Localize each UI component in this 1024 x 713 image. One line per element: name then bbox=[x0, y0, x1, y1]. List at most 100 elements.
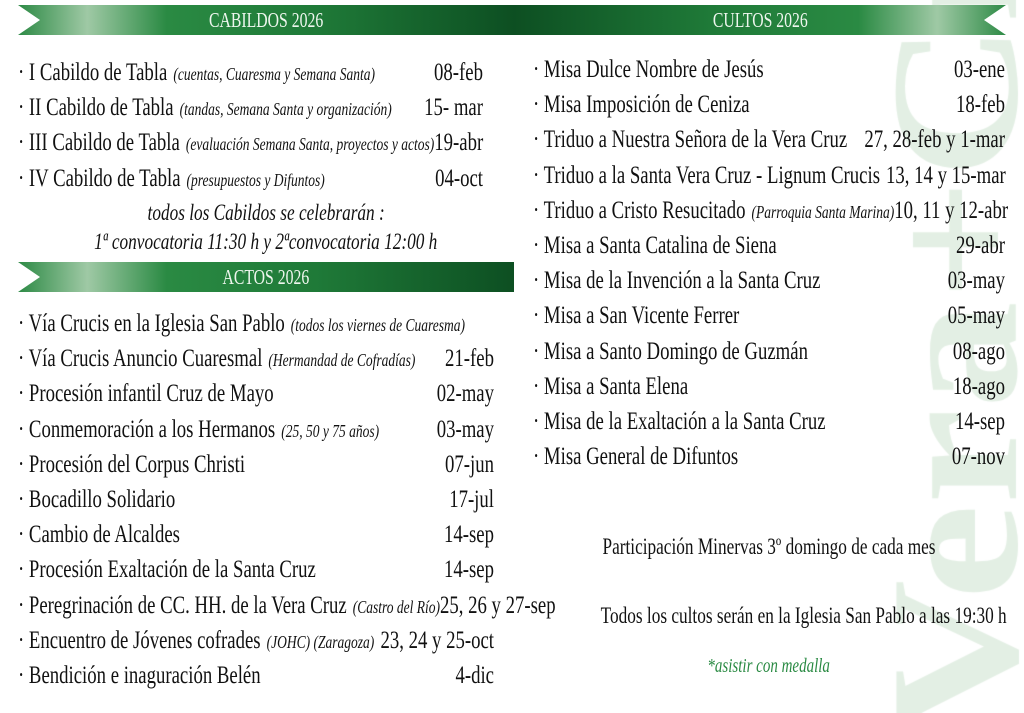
list-item-content: · I Cabildo de Tabla (cuentas, Cuaresma y… bbox=[18, 55, 483, 92]
list-item: · Triduo a Cristo Resucitado (Parroquia S… bbox=[533, 193, 1009, 228]
list-item: · Misa a Santo Domingo de Guzmán 08-ago bbox=[533, 334, 1005, 369]
item-date: 07-nov bbox=[951, 443, 1005, 471]
cultos-list: · Misa Dulce Nombre de Jesús 03-ene · Misa… bbox=[533, 52, 1009, 474]
item-date: 17-jul bbox=[449, 485, 494, 513]
list-item-content: · Triduo a la Santa Vera Cruz - Lignum C… bbox=[533, 158, 1006, 193]
item-detail: (tandas, Semana Santa y organización) bbox=[179, 99, 392, 120]
list-item: · Bocadillo Solidario 17-jul bbox=[18, 482, 494, 517]
list-item-content: · Triduo a Nuestra Señora de la Vera Cru… bbox=[533, 122, 1005, 157]
list-item: · Procesión Exaltación de la Santa Cruz 1… bbox=[18, 552, 494, 587]
list-item: · III Cabildo de Tabla (evaluación Semana… bbox=[18, 125, 483, 160]
list-item-content: · Procesión Exaltación de la Santa Cruz 1… bbox=[18, 552, 494, 587]
list-item-content: · Vía Crucis Anuncio Cuaresmal (Hermandad… bbox=[18, 341, 494, 378]
cultos-note-3-wrap: *asistir con medalla bbox=[533, 655, 1005, 678]
item-date: 4-dic bbox=[455, 661, 494, 689]
list-item: · Misa Imposición de Ceniza 18-feb bbox=[533, 87, 1005, 122]
item-detail: (cuentas, Cuaresma y Semana Santa) bbox=[173, 64, 375, 84]
item-name: · Bocadillo Solidario bbox=[18, 485, 176, 513]
cultos-note-2: Todos los cultos serán en la Iglesia San… bbox=[600, 603, 1007, 628]
item-name: · Misa a Santo Domingo de Guzmán bbox=[533, 337, 808, 365]
list-item: · Cambio de Alcaldes 14-sep bbox=[18, 517, 494, 552]
list-item-content: · Misa de la Invención a la Santa Cruz 03… bbox=[533, 263, 1005, 298]
item-name: · Conmemoración a los Hermanos bbox=[18, 415, 276, 443]
list-item-content: · Vía Crucis en la Iglesia San Pablo (tod… bbox=[18, 306, 494, 343]
item-detail: (25, 50 y 75 años) bbox=[281, 420, 380, 441]
list-item: · Misa de la Exaltación a la Santa Cruz 1… bbox=[533, 404, 1005, 439]
item-name: · Procesión Exaltación de la Santa Cruz bbox=[18, 556, 316, 584]
list-item-content: · Procesión infantil Cruz de Mayo 02-may bbox=[18, 376, 494, 411]
list-item: · Triduo a la Santa Vera Cruz - Lignum C… bbox=[533, 158, 1006, 193]
list-item-content: · Misa General de Difuntos 07-nov bbox=[533, 439, 1005, 474]
item-date: 27, 28-feb y 1-mar bbox=[864, 126, 1005, 154]
item-date: 19-abr bbox=[434, 129, 484, 157]
list-item: · Vía Crucis Anuncio Cuaresmal (Hermandad… bbox=[18, 341, 494, 376]
item-name: · Bendición e inaguración Belén bbox=[18, 661, 261, 689]
list-item: · Misa a Santa Elena 18-ago bbox=[533, 369, 1005, 404]
item-date: 14-sep bbox=[443, 556, 494, 584]
item-date: 21-feb bbox=[445, 345, 494, 373]
item-name: · Misa de la Exaltación a la Santa Cruz bbox=[533, 407, 826, 435]
list-item-content: · Misa Dulce Nombre de Jesús 03-ene bbox=[533, 52, 1005, 87]
cabildos-list: · I Cabildo de Tabla (cuentas, Cuaresma y… bbox=[18, 55, 483, 196]
list-item-content: · Cambio de Alcaldes 14-sep bbox=[18, 517, 494, 552]
item-name: · Misa Imposición de Ceniza bbox=[533, 91, 750, 119]
actos-header: ACTOS 2026 bbox=[18, 262, 514, 292]
cultos-note-3: *asistir con medalla bbox=[707, 655, 831, 677]
list-item-content: · Misa Imposición de Ceniza 18-feb bbox=[533, 87, 1005, 122]
item-detail: (JOHC) (Zaragoza) bbox=[266, 631, 375, 652]
item-date: 13, 14 y 15-mar bbox=[886, 161, 1006, 189]
list-item: · Misa General de Difuntos 07-nov bbox=[533, 439, 1005, 474]
list-item-content: · Procesión del Corpus Christi 07-jun bbox=[18, 447, 494, 482]
item-name: · Procesión infantil Cruz de Mayo bbox=[18, 380, 274, 408]
cabildos-title: CABILDOS 2026 bbox=[208, 8, 324, 32]
item-date: 02-may bbox=[436, 380, 494, 408]
item-date: 05-may bbox=[947, 302, 1005, 330]
list-item-content: · IV Cabildo de Tabla (presupuestos y Dif… bbox=[18, 161, 483, 198]
item-date: 14-sep bbox=[954, 407, 1005, 435]
list-item: · Peregrinación de CC. HH. de la Vera Cr… bbox=[18, 588, 556, 625]
list-item-content: · III Cabildo de Tabla (evaluación Semana… bbox=[18, 125, 483, 162]
list-item: · Bendición e inaguración Belén 4-dic bbox=[18, 658, 494, 693]
list-item: · Encuentro de Jóvenes cofrades (JOHC) (Z… bbox=[18, 623, 494, 658]
item-detail: (presupuestos y Difuntos) bbox=[186, 169, 325, 190]
list-item: · Misa de la Invención a la Santa Cruz 03… bbox=[533, 263, 1005, 298]
list-item: · Procesión infantil Cruz de Mayo 02-may bbox=[18, 376, 494, 411]
list-item: · Procesión del Corpus Christi 07-jun bbox=[18, 447, 494, 482]
item-date: 29-abr bbox=[956, 231, 1005, 259]
list-item-content: · Encuentro de Jóvenes cofrades (JOHC) (Z… bbox=[18, 623, 494, 660]
item-name: · Encuentro de Jóvenes cofrades bbox=[18, 626, 261, 654]
item-name: · II Cabildo de Tabla bbox=[18, 94, 174, 122]
item-name: · Peregrinación de CC. HH. de la Vera Cr… bbox=[18, 591, 347, 619]
list-item: · IV Cabildo de Tabla (presupuestos y Dif… bbox=[18, 161, 483, 196]
item-date: 03-may bbox=[947, 267, 1005, 295]
list-item: · I Cabildo de Tabla (cuentas, Cuaresma y… bbox=[18, 55, 483, 90]
item-name: · Misa General de Difuntos bbox=[533, 443, 739, 471]
item-date: 10, 11 y 12-abr bbox=[894, 196, 1009, 224]
list-item-content: · Peregrinación de CC. HH. de la Vera Cr… bbox=[18, 588, 556, 625]
cabildos-note-1: todos los Cabildos se celebrarán : bbox=[147, 200, 385, 225]
item-date: 15- mar bbox=[424, 94, 483, 122]
item-name: · Procesión del Corpus Christi bbox=[18, 450, 246, 478]
item-name: · Misa a Santa Catalina de Siena bbox=[533, 231, 777, 259]
cabildos-header: CABILDOS 2026 bbox=[18, 5, 514, 35]
cultos-note-2-wrap: Todos los cultos serán en la Iglesia San… bbox=[533, 603, 1007, 629]
item-name: · III Cabildo de Tabla bbox=[18, 129, 180, 157]
list-item-content: · Misa de la Exaltación a la Santa Cruz 1… bbox=[533, 404, 1005, 439]
item-name: · Vía Crucis en la Iglesia San Pablo bbox=[18, 310, 285, 337]
item-name: · IV Cabildo de Tabla bbox=[18, 164, 181, 192]
list-item-content: · Bocadillo Solidario 17-jul bbox=[18, 482, 494, 517]
item-detail: (evaluación Semana Santa, proyectos y ac… bbox=[185, 134, 435, 155]
list-item-content: · Conmemoración a los Hermanos (25, 50 y … bbox=[18, 412, 494, 449]
item-date: 03-ene bbox=[953, 56, 1005, 83]
list-item: · Triduo a Nuestra Señora de la Vera Cru… bbox=[533, 122, 1005, 157]
actos-list: · Vía Crucis en la Iglesia San Pablo (tod… bbox=[18, 306, 556, 693]
cultos-note-1: Participación Minervas 3º domingo de cad… bbox=[602, 534, 936, 559]
list-item-content: · Misa a Santa Elena 18-ago bbox=[533, 369, 1005, 404]
list-item: · Misa a Santa Catalina de Siena 29-abr bbox=[533, 228, 1005, 263]
item-detail: (todos los viernes de Cuaresma) bbox=[290, 315, 466, 335]
actos-title: ACTOS 2026 bbox=[222, 265, 310, 289]
item-name: · I Cabildo de Tabla bbox=[18, 59, 168, 86]
item-date: 03-may bbox=[436, 415, 494, 443]
cabildos-note-1-wrap: todos los Cabildos se celebrarán : bbox=[18, 200, 514, 226]
list-item-content: · Misa a Santa Catalina de Siena 29-abr bbox=[533, 228, 1005, 263]
